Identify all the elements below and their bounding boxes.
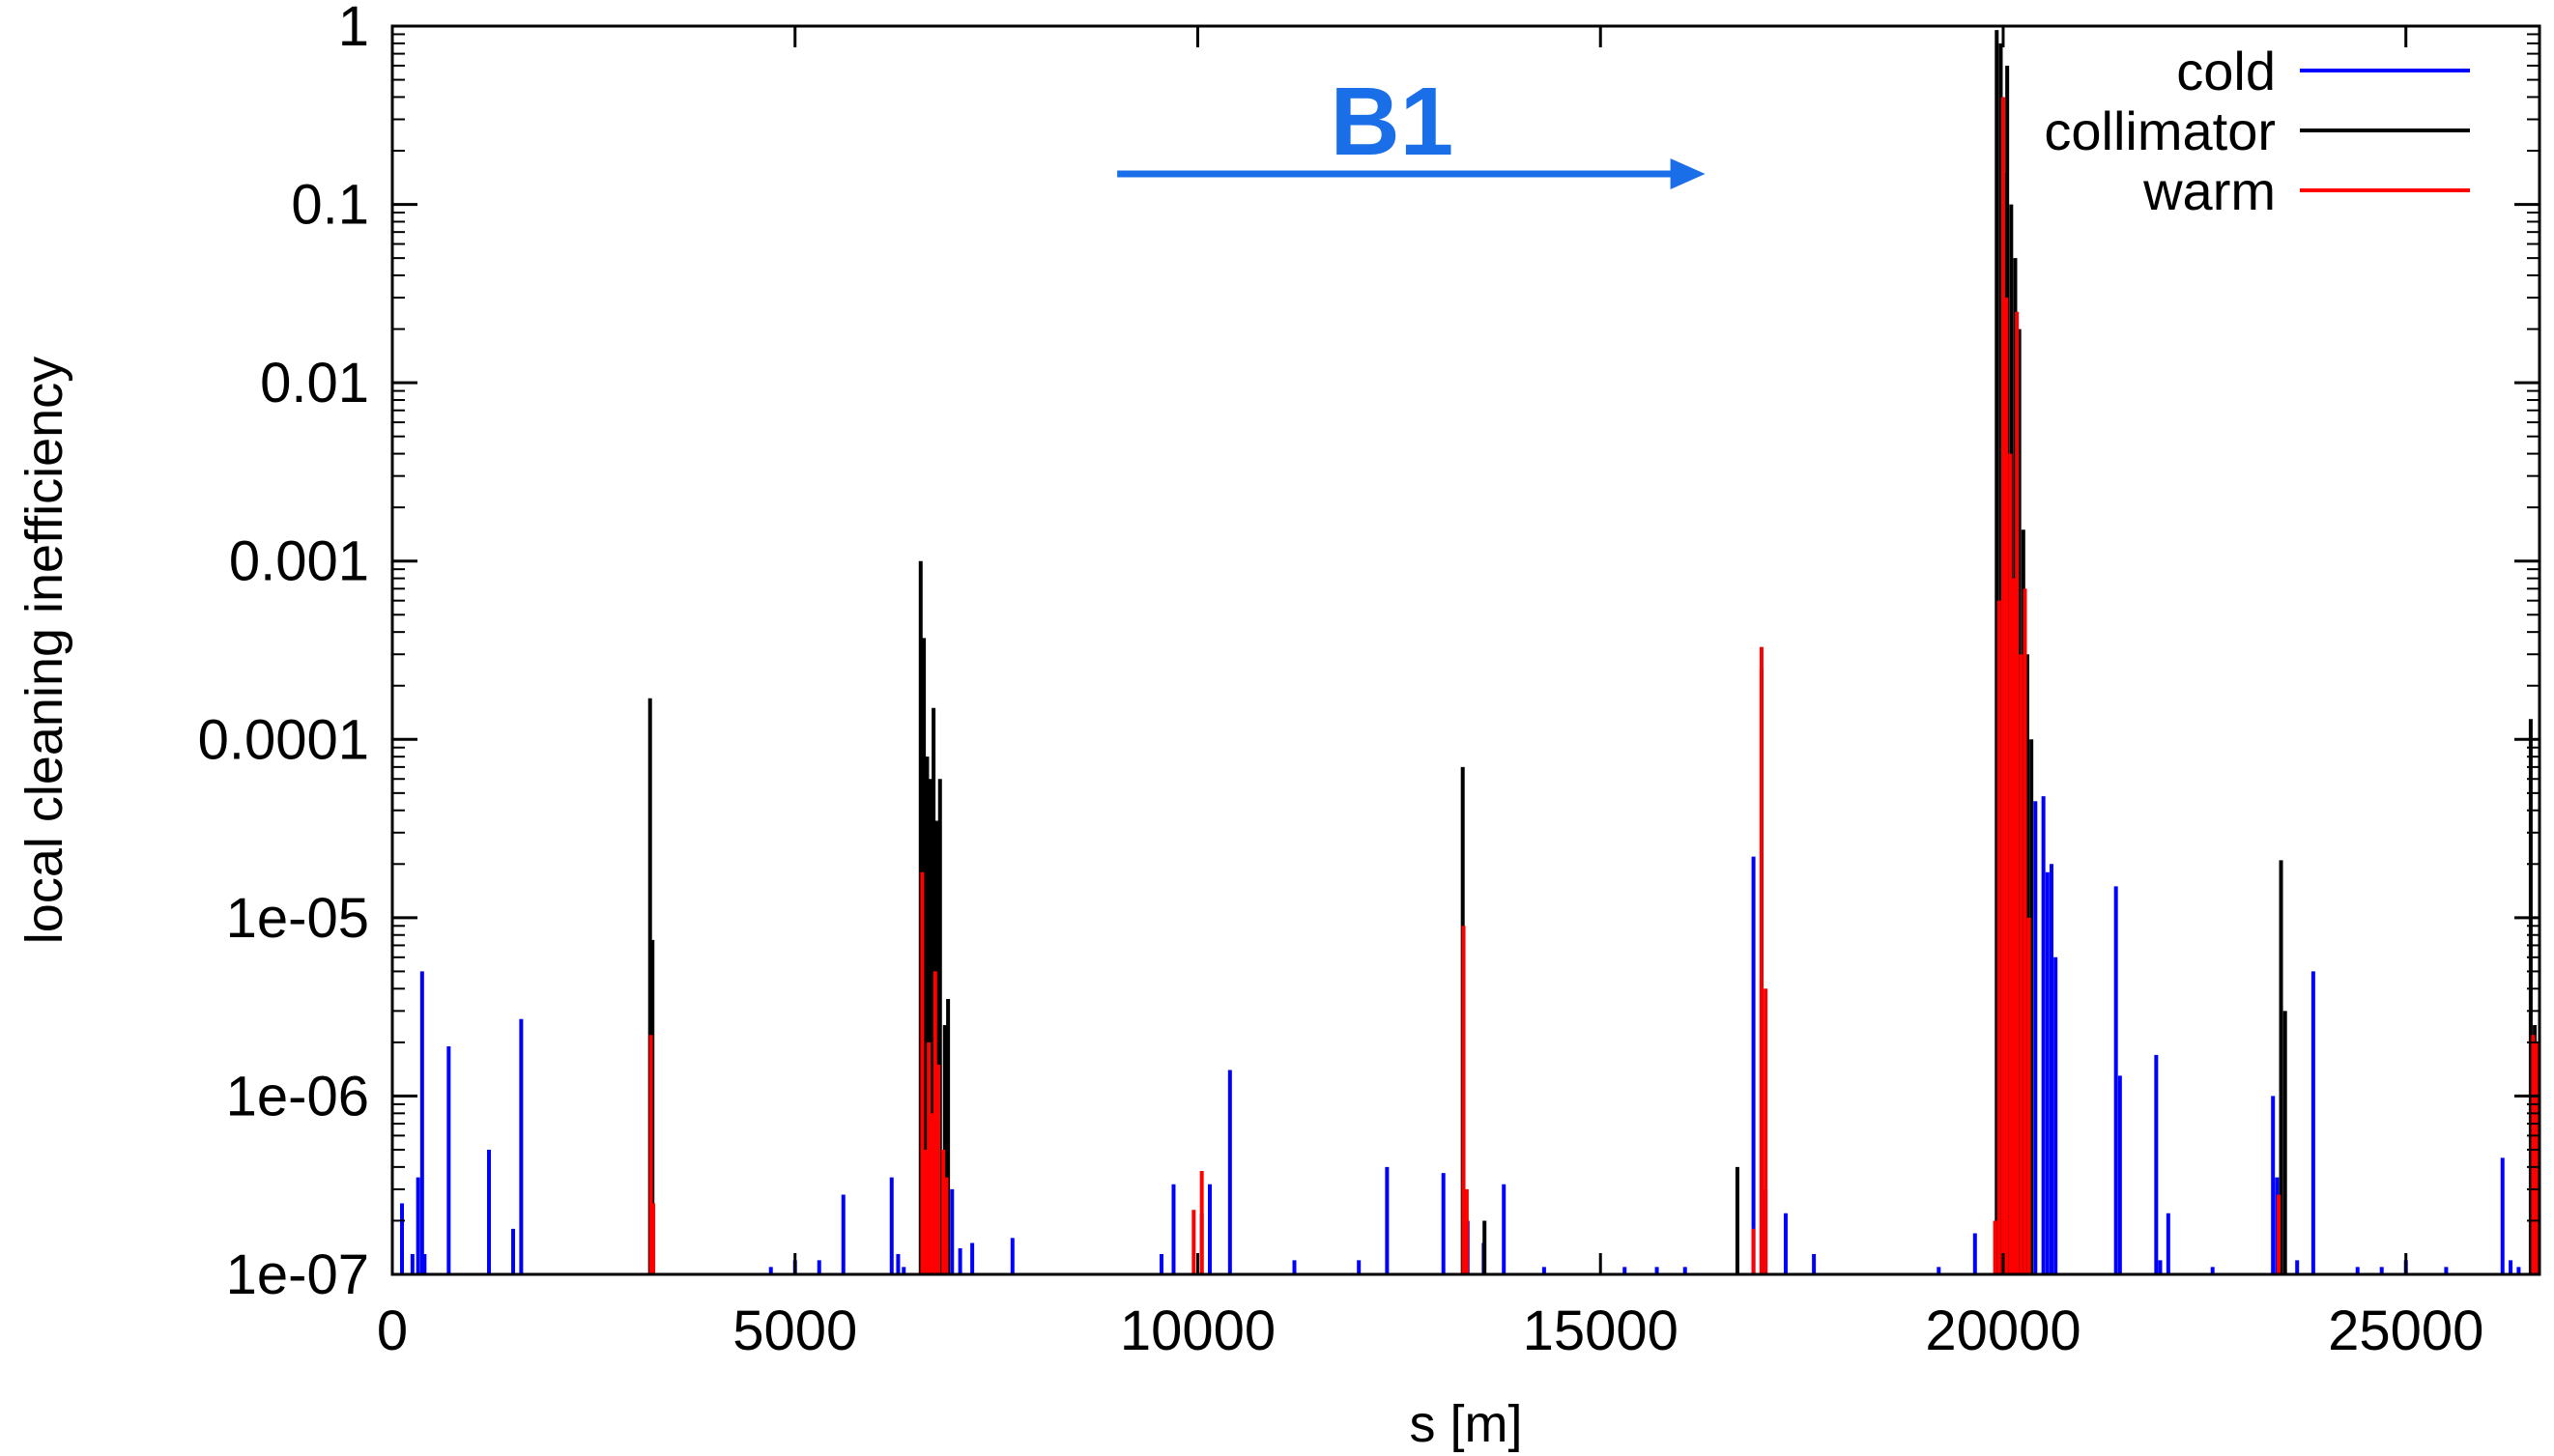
y-tick-label: 0.001 [229,530,369,593]
y-axis-label: local cleaning inefficiency [15,357,73,944]
y-tick-label: 1e-05 [226,887,369,950]
y-tick-label: 1e-07 [226,1243,369,1306]
y-tick-label: 1e-06 [226,1065,369,1128]
legend-label-warm: warm [2142,160,2276,221]
y-tick-label: 1 [338,0,369,58]
x-axis-ticks: 0 5000 10000 15000 20000 25000 [377,26,2483,1362]
x-axis-label: s [m] [1410,1395,1523,1453]
plot-frame [390,24,2541,1276]
x-tick-label: 10000 [1120,1299,1276,1362]
legend-label-cold: cold [2176,41,2276,101]
warm-series [648,97,2539,1274]
y-tick-label: 0.01 [260,352,369,414]
y-tick-label: 0.0001 [198,708,369,771]
x-tick-label: 25000 [2328,1299,2483,1362]
beam-direction-annotation: B1 [1117,68,1706,189]
x-tick-label: 0 [377,1299,408,1362]
x-tick-label: 20000 [1925,1299,2081,1362]
legend-label-collimator: collimator [2044,100,2276,161]
y-axis-ticks: 1 0.1 0.01 0.001 0.0001 1e-05 1e-06 1e-07 [198,0,2540,1306]
x-tick-label: 5000 [732,1299,857,1362]
beam-arrow-head [1670,158,1706,189]
series-layer [400,30,2539,1274]
y-tick-label: 0.1 [291,174,369,237]
x-tick-label: 15000 [1523,1299,1679,1362]
beam-label: B1 [1330,68,1453,176]
